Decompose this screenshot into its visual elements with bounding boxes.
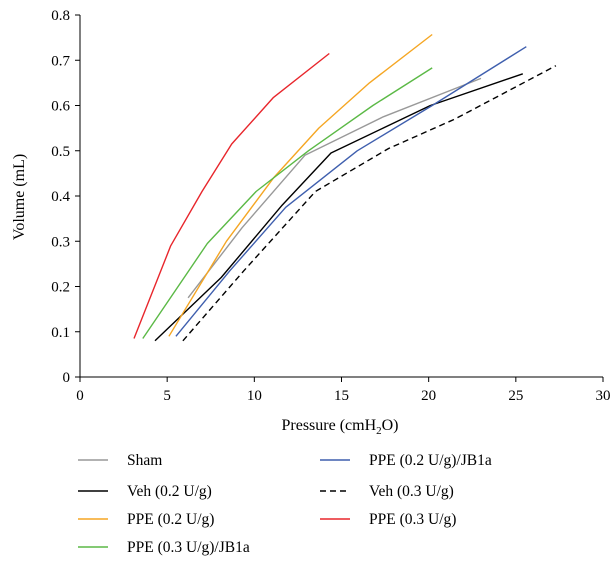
legend-label-ppe-0-3-u-g: PPE (0.3 U/g): [369, 511, 456, 528]
x-tick-label: 10: [247, 388, 262, 404]
y-tick-label: 0.5: [51, 144, 70, 160]
legend-label-ppe-0-3-u-g-jb1a: PPE (0.3 U/g)/JB1a: [127, 539, 250, 556]
legend-label-ppe-0-2-u-g-jb1a: PPE (0.2 U/g)/JB1a: [369, 452, 492, 469]
series-line-veh-0-2-u-g: [154, 73, 524, 342]
y-tick-label: 0.6: [51, 99, 70, 115]
x-tick-label: 15: [334, 388, 349, 404]
x-tick-label: 20: [421, 388, 436, 404]
series-line-ppe-0-3-u-g: [133, 52, 330, 339]
y-axis: 0 0.1 0.2 0.3 0.4 0.5 0.6 0.7 0.8: [51, 8, 81, 386]
x-axis-title: Pressure (cmH2O): [281, 417, 398, 437]
y-tick-label: 0: [63, 370, 71, 386]
y-tick-label: 0.2: [51, 280, 70, 296]
legend-label-veh-0-2-u-g: Veh (0.2 U/g): [127, 483, 212, 500]
series-line-sham: [187, 77, 482, 299]
series-line-ppe-0-3-u-g-jb1a: [142, 67, 433, 339]
series-line-ppe-0-2-u-g-jb1a: [175, 46, 527, 337]
x-tick-label: 30: [596, 388, 611, 404]
x-tick-label: 0: [76, 388, 84, 404]
x-axis-title-main: Pressure (cmH: [281, 417, 376, 434]
x-axis: 0 5 10 15 20 25 30: [76, 376, 611, 404]
series-line-veh-0-3-u-g: [182, 65, 557, 342]
x-tick-label: 5: [163, 388, 171, 404]
plot-area: [133, 33, 557, 342]
legend-label-sham: Sham: [127, 452, 162, 469]
x-axis-title-end: O): [382, 417, 399, 434]
y-axis-title: Volume (mL): [11, 154, 28, 240]
y-tick-label: 0.3: [51, 234, 70, 250]
y-tick-label: 0.7: [51, 53, 70, 69]
series-line-ppe-0-2-u-g: [168, 33, 433, 337]
y-tick-label: 0.4: [51, 189, 70, 205]
y-tick-label: 0.8: [51, 8, 70, 24]
legend-label-ppe-0-2-u-g: PPE (0.2 U/g): [127, 511, 214, 528]
legend: Sham Veh (0.2 U/g) PPE (0.2 U/g) PPE (0.3 U…: [78, 452, 492, 556]
x-axis-title-subscript: 2: [376, 425, 382, 437]
x-tick-label: 25: [508, 388, 523, 404]
legend-label-veh-0-3-u-g: Veh (0.3 U/g): [369, 483, 454, 500]
y-tick-label: 0.1: [51, 325, 70, 341]
